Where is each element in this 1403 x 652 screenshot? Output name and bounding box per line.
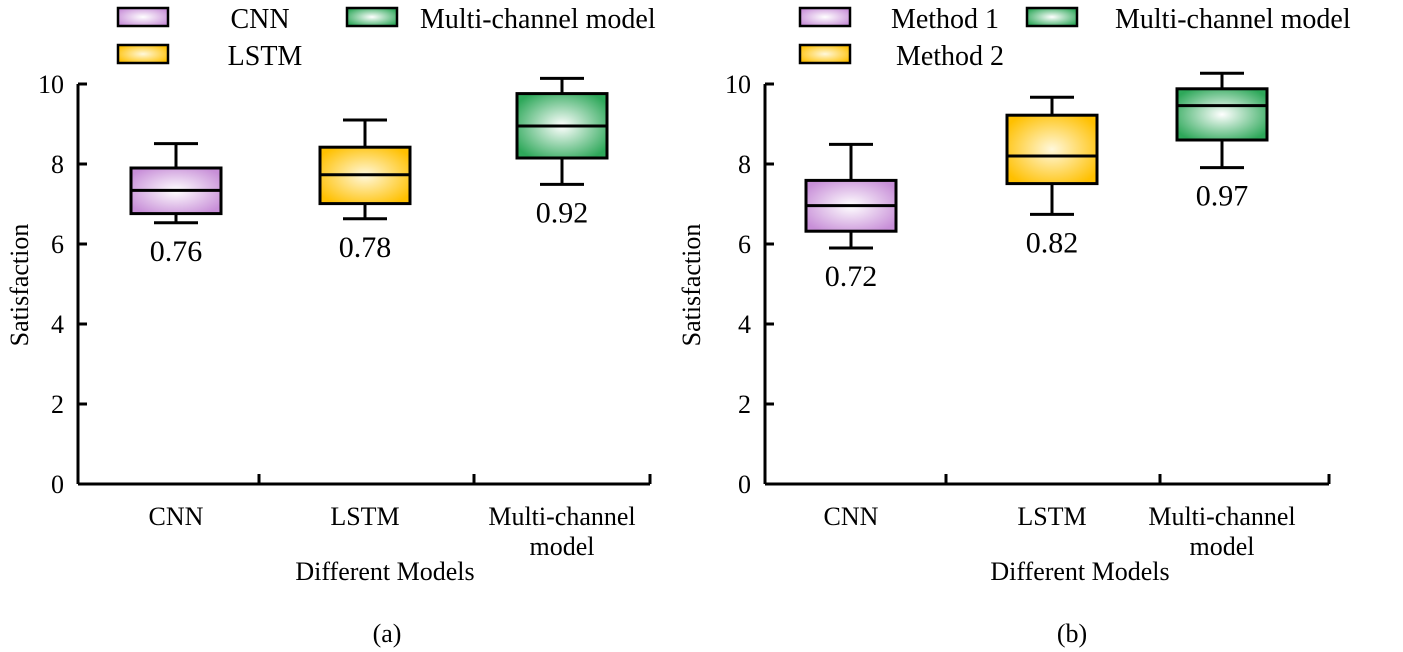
legend-item: Method 2 — [798, 41, 1004, 72]
legend-swatch — [116, 43, 170, 65]
box-2: 0.82 — [1005, 95, 1099, 259]
y-tick-label: 10 — [725, 70, 751, 99]
x-tick-label: CNN — [149, 502, 204, 531]
chart-panel-b: 0 2 4 6 8 10 Satisfaction CNN LSTM Multi-channelm… — [677, 4, 1351, 648]
box-3: 0.92 — [515, 76, 609, 229]
legend-item: CNN — [116, 4, 290, 35]
panel-label: (a) — [373, 619, 402, 648]
legend-swatch — [116, 6, 170, 28]
panel-label: (b) — [1057, 619, 1087, 648]
legend-label: CNN — [230, 4, 289, 35]
y-axis-label: Satisfaction — [5, 224, 34, 347]
y-tick-label: 4 — [51, 310, 64, 339]
y-tick-label: 6 — [738, 230, 751, 259]
y-tick-label: 2 — [51, 390, 64, 419]
legend-swatch — [798, 43, 852, 65]
x-tick-label: model — [530, 532, 595, 561]
legend-swatch — [1025, 6, 1079, 28]
x-axis-label: Different Models — [295, 557, 474, 586]
y-tick-label: 6 — [51, 230, 64, 259]
legend-label: Method 2 — [896, 41, 1004, 72]
box-annotation: 0.76 — [150, 235, 203, 268]
x-tick-label: model — [1190, 532, 1255, 561]
y-axis-label: Satisfaction — [677, 224, 706, 347]
legend-item: Multi-channel model — [1025, 4, 1351, 35]
box-annotation: 0.82 — [1026, 226, 1079, 259]
x-tick-label: Multi-channel — [488, 502, 635, 531]
x-tick-label: CNN — [824, 502, 879, 531]
legend-label: Multi-channel model — [420, 4, 656, 35]
y-tick-label: 0 — [738, 470, 751, 499]
y-tick-label: 8 — [738, 150, 751, 179]
legend-item: LSTM — [116, 41, 303, 72]
box-3: 0.97 — [1175, 71, 1269, 213]
x-tick-label: LSTM — [1017, 502, 1086, 531]
x-tick-label: Multi-channel — [1148, 502, 1295, 531]
box-annotation: 0.92 — [536, 196, 589, 229]
box-annotation: 0.78 — [339, 231, 392, 264]
box-1: 0.76 — [129, 142, 223, 268]
iqr-box — [1175, 87, 1269, 142]
iqr-box — [1005, 113, 1099, 186]
chart-panel-a: 0 2 4 6 8 10 Satisfaction CNN LSTM Multi-channelm… — [5, 4, 656, 648]
y-tick-label: 0 — [51, 470, 64, 499]
legend-label: Multi-channel model — [1115, 4, 1351, 35]
y-tick-label: 8 — [51, 150, 64, 179]
legend-item: Multi-channel model — [345, 4, 656, 35]
y-tick-label: 10 — [38, 70, 64, 99]
x-tick-label: LSTM — [330, 502, 399, 531]
legend-item: Method 1 — [798, 4, 999, 35]
box-1: 0.72 — [804, 142, 898, 293]
legend-label: Method 1 — [891, 4, 999, 35]
legend-label: LSTM — [228, 41, 303, 72]
legend-swatch — [345, 6, 399, 28]
legend-swatch — [798, 6, 852, 28]
y-tick-label: 2 — [738, 390, 751, 419]
box-annotation: 0.97 — [1196, 180, 1249, 213]
y-tick-label: 4 — [738, 310, 751, 339]
box-2: 0.78 — [318, 118, 412, 264]
box-annotation: 0.72 — [825, 260, 878, 293]
x-axis-label: Different Models — [990, 557, 1169, 586]
